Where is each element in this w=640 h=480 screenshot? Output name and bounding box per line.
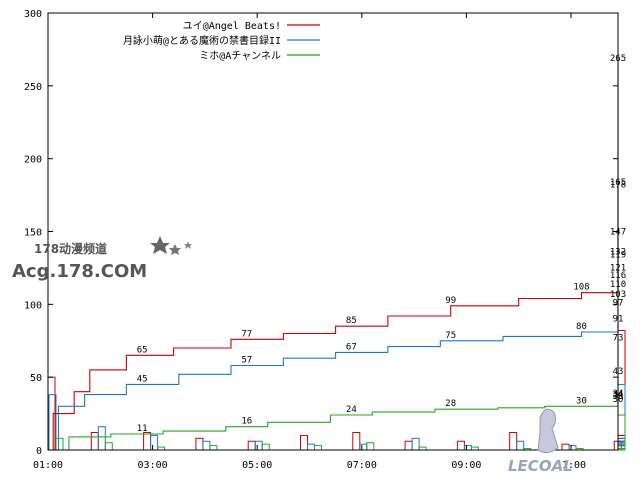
data-label: 24: [346, 405, 357, 415]
hourly-bar: [55, 437, 64, 451]
y-tick-label: 200: [24, 155, 42, 166]
data-label: 85: [346, 316, 357, 326]
data-label: 43: [613, 367, 624, 377]
hourly-bar: [254, 440, 263, 451]
y-tick-label: 50: [30, 373, 42, 384]
y-tick-label: 150: [24, 228, 42, 239]
legend: ユイ@Angel Beats! 月詠小萌@とある魔術の禁書目録II ミホ@Aチャンネ…: [123, 21, 320, 62]
hourly-bar: [209, 445, 218, 451]
data-label: 99: [445, 296, 456, 306]
watermark-line2: Acg.178.COM: [12, 261, 147, 282]
data-label: 116: [610, 271, 626, 281]
data-label: 77: [241, 329, 252, 339]
x-tick-label: 11:00: [556, 460, 586, 471]
hourly-bar: [516, 440, 525, 451]
data-label: 30: [613, 395, 624, 405]
hourly-bar: [300, 434, 308, 451]
data-label: 97: [613, 299, 624, 309]
star-icon-small: [169, 244, 181, 255]
data-label: 108: [573, 283, 589, 293]
y-tick-label: 300: [24, 9, 42, 20]
data-label: 75: [445, 331, 456, 341]
data-label: 65: [137, 345, 148, 355]
hourly-bar: [404, 440, 413, 451]
cumulative-lines-layer: [48, 64, 619, 451]
data-label: 11: [137, 424, 148, 434]
hourly-bar: [150, 434, 159, 451]
x-tick-label: 05:00: [242, 460, 272, 471]
watermark-line1: 178动漫频道: [34, 241, 107, 256]
y-tick-label: 0: [36, 446, 42, 457]
hourly-bar: [352, 432, 361, 451]
hourly-bar: [97, 426, 106, 451]
data-label: 91: [613, 315, 624, 325]
hourly-bar: [456, 440, 465, 451]
star-icon: [150, 236, 170, 254]
series-line: [48, 343, 619, 451]
data-label: 119: [610, 251, 626, 261]
legend-label: ユイ@Angel Beats!: [183, 21, 281, 32]
data-label: 34: [613, 389, 624, 399]
data-label: 33: [613, 392, 624, 402]
star-icon-tiny: [184, 241, 192, 249]
data-label: 110: [610, 280, 626, 290]
hourly-bar: [195, 437, 204, 451]
hourly-bar: [247, 440, 256, 451]
data-label: 67: [346, 342, 357, 352]
data-label: 103: [610, 290, 626, 300]
data-label: 132: [610, 248, 626, 258]
data-label: 34: [613, 390, 624, 400]
data-label: 165: [610, 178, 626, 188]
data-label: 16: [241, 417, 252, 427]
hourly-bar: [90, 432, 99, 451]
data-label: 147: [610, 227, 626, 237]
data-label: 121: [610, 264, 626, 274]
hourly-bar: [568, 445, 577, 451]
hourly-bar: [359, 443, 368, 451]
y-tick-label: 100: [24, 300, 42, 311]
legend-label: 月詠小萌@とある魔術の禁書目録II: [123, 34, 281, 47]
hourly-bar: [261, 443, 270, 451]
watermark-corner-text: LECOAL: [508, 457, 573, 475]
hourly-bars-layer: [47, 330, 626, 451]
hourly-bar: [366, 442, 375, 451]
watermark-corner: LECOAL: [508, 408, 573, 475]
hourly-bar: [561, 443, 570, 451]
axes-layer: 0 50 100 150 200 250 300 01:00 03:00 05:00 07:00 09…: [24, 9, 618, 471]
legend-label: ミホ@Aチャンネル: [199, 50, 281, 62]
hourly-bar: [314, 445, 322, 451]
hourly-bar: [509, 432, 518, 451]
hourly-bar: [143, 432, 152, 451]
data-label: 73: [613, 334, 624, 344]
x-tick-label: 01:00: [33, 460, 63, 471]
data-label: 80: [576, 322, 587, 332]
series-line: [48, 64, 619, 451]
data-label: 265: [610, 54, 626, 64]
x-tick-label: 03:00: [138, 460, 168, 471]
hourly-bar: [202, 440, 211, 451]
x-tick-label: 09:00: [451, 460, 481, 471]
hourly-bar: [104, 442, 113, 451]
x-tick-label: 07:00: [347, 460, 377, 471]
data-label: 28: [445, 399, 456, 409]
y-tick-label: 250: [24, 82, 42, 93]
hourly-bar: [307, 443, 315, 451]
series-line: [48, 190, 619, 451]
data-label: 178: [610, 181, 626, 191]
hourly-bar: [463, 445, 472, 451]
character-figure-icon: [537, 408, 559, 453]
watermark-178: 178动漫频道 Acg.178.COM: [12, 236, 192, 282]
data-label: 57: [241, 356, 252, 366]
data-label: 45: [137, 374, 148, 384]
data-label: 30: [576, 396, 587, 406]
hourly-bar: [411, 437, 420, 451]
